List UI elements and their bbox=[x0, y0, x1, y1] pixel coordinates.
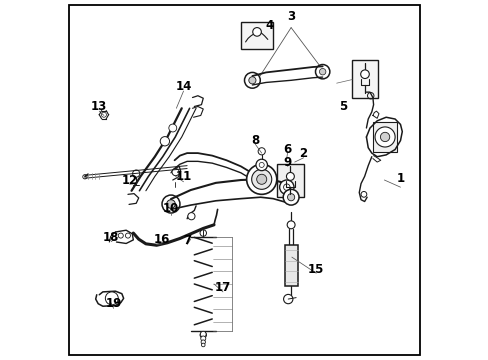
Text: 3: 3 bbox=[286, 10, 295, 23]
Circle shape bbox=[105, 292, 118, 305]
Text: 5: 5 bbox=[338, 100, 346, 113]
Text: 11: 11 bbox=[175, 170, 191, 183]
Text: 16: 16 bbox=[154, 233, 170, 246]
Text: 15: 15 bbox=[307, 263, 324, 276]
Circle shape bbox=[248, 77, 255, 84]
Circle shape bbox=[200, 230, 206, 236]
Circle shape bbox=[172, 168, 179, 176]
Circle shape bbox=[125, 233, 130, 238]
Circle shape bbox=[283, 189, 298, 205]
Circle shape bbox=[283, 294, 292, 304]
Circle shape bbox=[380, 132, 389, 141]
Text: 8: 8 bbox=[251, 134, 259, 147]
Text: 2: 2 bbox=[299, 147, 307, 159]
Text: 1: 1 bbox=[396, 172, 404, 185]
Circle shape bbox=[200, 331, 206, 337]
Circle shape bbox=[286, 172, 294, 180]
Text: 18: 18 bbox=[102, 231, 119, 244]
Circle shape bbox=[132, 170, 140, 177]
Circle shape bbox=[201, 340, 205, 344]
Circle shape bbox=[118, 233, 123, 238]
Bar bbox=[284, 244, 297, 286]
Text: 4: 4 bbox=[265, 19, 273, 32]
Circle shape bbox=[255, 159, 267, 171]
Circle shape bbox=[279, 180, 293, 194]
Circle shape bbox=[162, 195, 180, 213]
Circle shape bbox=[201, 343, 204, 347]
Circle shape bbox=[166, 200, 175, 208]
Circle shape bbox=[187, 213, 195, 220]
Text: 9: 9 bbox=[283, 156, 291, 168]
Circle shape bbox=[252, 28, 261, 36]
Bar bbox=[351, 60, 377, 98]
Text: 19: 19 bbox=[105, 297, 122, 310]
Circle shape bbox=[246, 164, 276, 194]
Circle shape bbox=[374, 127, 394, 147]
Text: 7: 7 bbox=[183, 234, 191, 247]
Bar bbox=[276, 164, 303, 197]
Circle shape bbox=[258, 148, 265, 155]
Circle shape bbox=[251, 169, 271, 189]
Circle shape bbox=[168, 124, 176, 132]
Text: 12: 12 bbox=[122, 174, 138, 186]
Text: 14: 14 bbox=[175, 80, 191, 93]
Circle shape bbox=[256, 174, 266, 184]
Circle shape bbox=[360, 70, 368, 78]
Circle shape bbox=[244, 72, 260, 88]
Bar bbox=[241, 22, 273, 49]
Circle shape bbox=[286, 221, 294, 229]
Bar bbox=[372, 122, 396, 152]
Text: 17: 17 bbox=[214, 281, 231, 294]
Text: 13: 13 bbox=[91, 100, 107, 113]
Circle shape bbox=[201, 336, 205, 341]
Circle shape bbox=[287, 194, 294, 201]
Text: 6: 6 bbox=[283, 143, 291, 156]
Circle shape bbox=[200, 332, 206, 338]
Circle shape bbox=[160, 136, 169, 146]
Circle shape bbox=[319, 68, 325, 75]
Circle shape bbox=[315, 64, 329, 79]
Text: 10: 10 bbox=[163, 202, 179, 215]
